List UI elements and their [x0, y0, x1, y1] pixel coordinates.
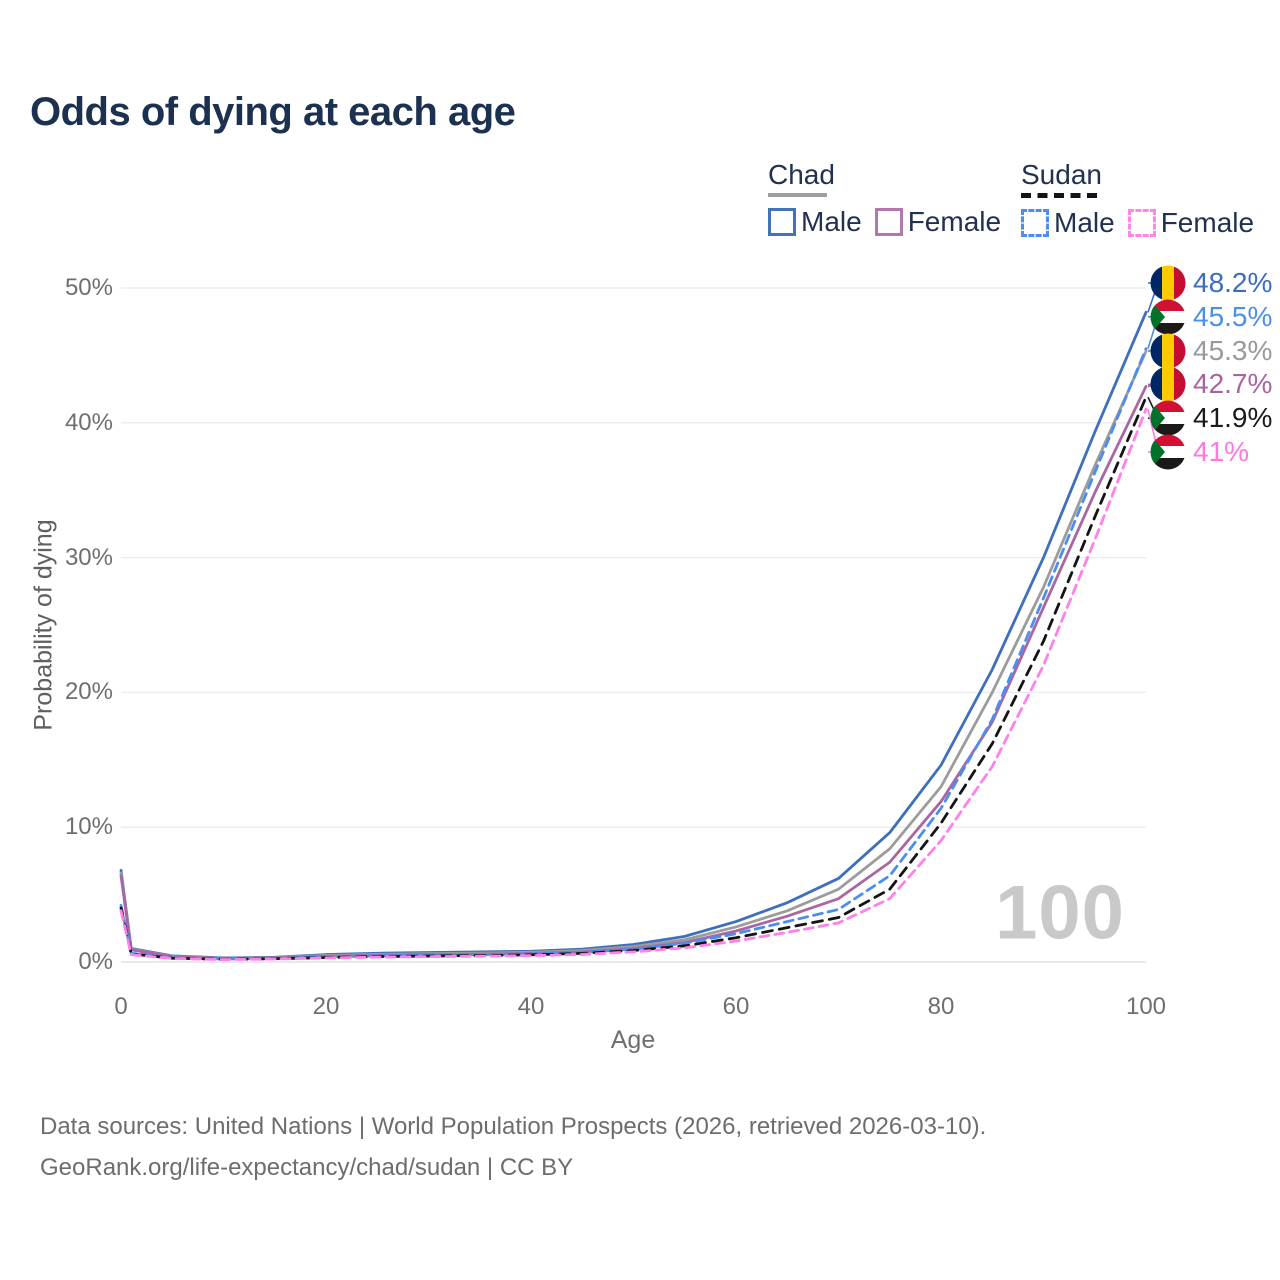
x-tick-label: 40 — [517, 993, 545, 1020]
footer-line-2: GeoRank.org/life-expectancy/chad/sudan |… — [40, 1154, 574, 1181]
sudan-flag-icon — [1150, 434, 1186, 470]
y-tick-label: 0% — [78, 948, 113, 975]
legend-chad-female-label: Female — [907, 206, 1002, 237]
end-value: 48.2% — [1193, 267, 1273, 298]
end-label-chad-female: 42.7% — [1150, 366, 1272, 402]
series-line-chad-male[interactable] — [119, 310, 1148, 960]
sudan-flag-icon — [1150, 299, 1186, 335]
x-tick-label: 100 — [1125, 993, 1167, 1020]
chad-flag-icon — [1150, 366, 1186, 402]
end-label-sudan-male: 45.5% — [1150, 299, 1272, 335]
series-line-sudan-female[interactable] — [119, 407, 1148, 961]
y-tick-label: 50% — [64, 274, 113, 301]
page-title: Odds of dying at each age — [30, 90, 516, 134]
end-value: 41% — [1193, 436, 1250, 467]
x-tick-label: 80 — [927, 993, 955, 1020]
watermark-age-100: 100 — [995, 870, 1125, 956]
legend-item-sudan-female[interactable]: Female — [1127, 207, 1255, 239]
x-tick-label: 0 — [114, 993, 128, 1020]
series-line-sudan-male[interactable] — [119, 347, 1148, 961]
chad-solid-line-sample — [768, 193, 827, 197]
legend-chad-header: Chad — [768, 159, 835, 190]
legend-sudan-header: Sudan — [1021, 159, 1102, 190]
x-tick-label: 60 — [722, 993, 750, 1020]
y-tick-label: 40% — [64, 408, 113, 436]
end-value: 45.3% — [1193, 334, 1273, 366]
end-label-chad-male: 48.2% — [1150, 265, 1272, 301]
y-tick-label: 20% — [64, 678, 113, 706]
chad-female-swatch-icon — [874, 208, 903, 236]
end-label-chad-all: 45.3% — [1150, 333, 1272, 369]
end-value: 45.5% — [1193, 300, 1273, 332]
x-axis-title: Age — [610, 1026, 656, 1054]
series-line-chad-all-[interactable] — [119, 349, 1148, 960]
legend-group-chad: Chad Male Female — [768, 160, 1014, 238]
x-tick-label: 20 — [312, 993, 340, 1020]
legend-item-sudan-male[interactable]: Male — [1021, 207, 1115, 239]
sudan-female-swatch-icon — [1127, 209, 1156, 237]
legend-sudan-female-label: Female — [1160, 207, 1255, 238]
sudan-dashed-line-sample — [1021, 193, 1097, 198]
footer-line-1: Data sources: United Nations | World Pop… — [40, 1113, 987, 1140]
chad-flag-icon — [1150, 333, 1186, 369]
legend-chad-male-label: Male — [801, 206, 862, 237]
y-tick-label: 10% — [64, 813, 113, 841]
legend-item-chad-male[interactable]: Male — [768, 206, 862, 238]
sudan-male-swatch-icon — [1021, 209, 1049, 237]
end-label-sudan-all: 41.9% — [1150, 400, 1272, 436]
sudan-flag-icon — [1150, 400, 1186, 436]
series-line-sudan-all-[interactable] — [119, 395, 1148, 961]
legend-sudan-male-label: Male — [1054, 207, 1115, 238]
end-value: 42.7% — [1193, 368, 1273, 400]
legend-group-sudan: Sudan Male Female — [1021, 160, 1267, 239]
end-value: 41.9% — [1193, 402, 1273, 434]
data-source-note: Data sources: United Nations | World Pop… — [40, 1106, 986, 1188]
legend-item-chad-female[interactable]: Female — [874, 206, 1002, 238]
chad-flag-icon — [1150, 265, 1186, 301]
end-label-sudan-female: 41% — [1150, 434, 1249, 470]
y-tick-label: 30% — [64, 543, 113, 571]
chad-male-swatch-icon — [768, 208, 796, 236]
